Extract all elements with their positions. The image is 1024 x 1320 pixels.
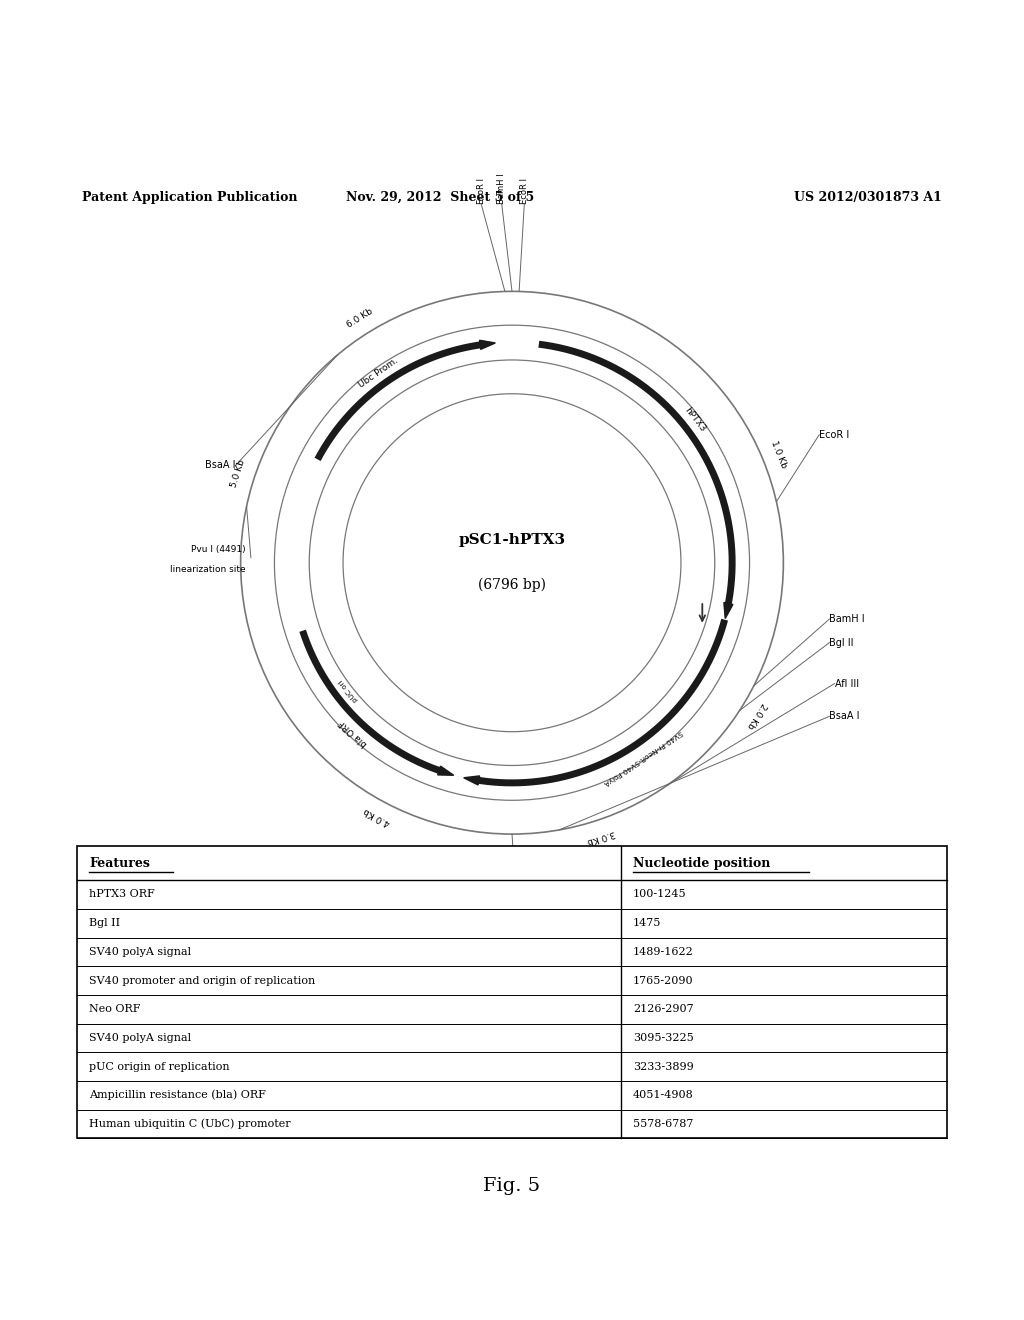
Text: BamH I: BamH I bbox=[829, 614, 865, 624]
Text: 6.0 Kb: 6.0 Kb bbox=[345, 308, 374, 330]
Text: Human ubiquitin C (UbC) promoter: Human ubiquitin C (UbC) promoter bbox=[89, 1118, 291, 1129]
Text: EcoR I: EcoR I bbox=[520, 178, 528, 205]
Text: Patent Application Publication: Patent Application Publication bbox=[82, 191, 297, 205]
Polygon shape bbox=[724, 602, 733, 619]
Text: pUC origin of replication: pUC origin of replication bbox=[89, 1061, 229, 1072]
Text: Pvu I (4491): Pvu I (4491) bbox=[191, 545, 246, 554]
Text: 3.0 Kb: 3.0 Kb bbox=[586, 828, 616, 845]
Text: Afl III: Afl III bbox=[835, 678, 859, 689]
Text: Bgl II: Bgl II bbox=[829, 638, 854, 648]
Polygon shape bbox=[437, 766, 454, 775]
Text: pUC ori: pUC ori bbox=[338, 678, 358, 704]
Text: EcoR I: EcoR I bbox=[819, 430, 850, 440]
Text: 5.0 Kb: 5.0 Kb bbox=[229, 458, 247, 488]
Text: 4051-4908: 4051-4908 bbox=[633, 1090, 694, 1100]
Text: 1489-1622: 1489-1622 bbox=[633, 946, 694, 957]
Polygon shape bbox=[464, 776, 479, 785]
Text: (6796 bp): (6796 bp) bbox=[478, 578, 546, 593]
Bar bbox=[77, 846, 947, 1138]
Text: Ampicillin resistance (bla) ORF: Ampicillin resistance (bla) ORF bbox=[89, 1090, 266, 1101]
Text: BsaA I: BsaA I bbox=[829, 711, 860, 721]
Text: BamH I: BamH I bbox=[498, 174, 506, 205]
Text: Features: Features bbox=[89, 857, 150, 870]
Text: Nov. 29, 2012  Sheet 5 of 5: Nov. 29, 2012 Sheet 5 of 5 bbox=[346, 191, 535, 205]
Text: 5578-6787: 5578-6787 bbox=[633, 1119, 693, 1129]
Text: hPTX3 ORF: hPTX3 ORF bbox=[89, 890, 155, 899]
Text: Nucleotide position: Nucleotide position bbox=[633, 857, 770, 870]
Text: EcoR I: EcoR I bbox=[477, 178, 485, 205]
Text: linearization site: linearization site bbox=[170, 565, 246, 574]
Polygon shape bbox=[479, 341, 496, 350]
Text: SV40 Pr-NeoR-SV40 PolyA: SV40 Pr-NeoR-SV40 PolyA bbox=[603, 729, 683, 785]
Text: SV40 polyA signal: SV40 polyA signal bbox=[89, 946, 191, 957]
Text: Ubc Prom.: Ubc Prom. bbox=[357, 355, 400, 389]
Text: Afl III: Afl III bbox=[513, 911, 521, 932]
Text: pSC1-hPTX3: pSC1-hPTX3 bbox=[459, 533, 565, 548]
Text: 3233-3899: 3233-3899 bbox=[633, 1061, 694, 1072]
Text: bla ORF: bla ORF bbox=[338, 718, 370, 748]
Text: SV40 polyA signal: SV40 polyA signal bbox=[89, 1032, 191, 1043]
Text: SV40 promoter and origin of replication: SV40 promoter and origin of replication bbox=[89, 975, 315, 986]
Text: 1475: 1475 bbox=[633, 919, 662, 928]
Text: hPTX3: hPTX3 bbox=[683, 405, 708, 433]
Text: 4.0 Kb: 4.0 Kb bbox=[362, 807, 392, 828]
Text: Fig. 5: Fig. 5 bbox=[483, 1177, 541, 1195]
Text: 100-1245: 100-1245 bbox=[633, 890, 687, 899]
Text: 2.0 Kb: 2.0 Kb bbox=[744, 701, 767, 730]
Text: BsaA I: BsaA I bbox=[205, 461, 236, 470]
Text: Neo ORF: Neo ORF bbox=[89, 1005, 140, 1014]
Text: US 2012/0301873 A1: US 2012/0301873 A1 bbox=[795, 191, 942, 205]
Text: 3095-3225: 3095-3225 bbox=[633, 1032, 694, 1043]
Text: 2126-2907: 2126-2907 bbox=[633, 1005, 693, 1014]
Text: Bgl II: Bgl II bbox=[89, 919, 120, 928]
Text: 1765-2090: 1765-2090 bbox=[633, 975, 693, 986]
Text: 1.0 Kb: 1.0 Kb bbox=[769, 440, 788, 470]
